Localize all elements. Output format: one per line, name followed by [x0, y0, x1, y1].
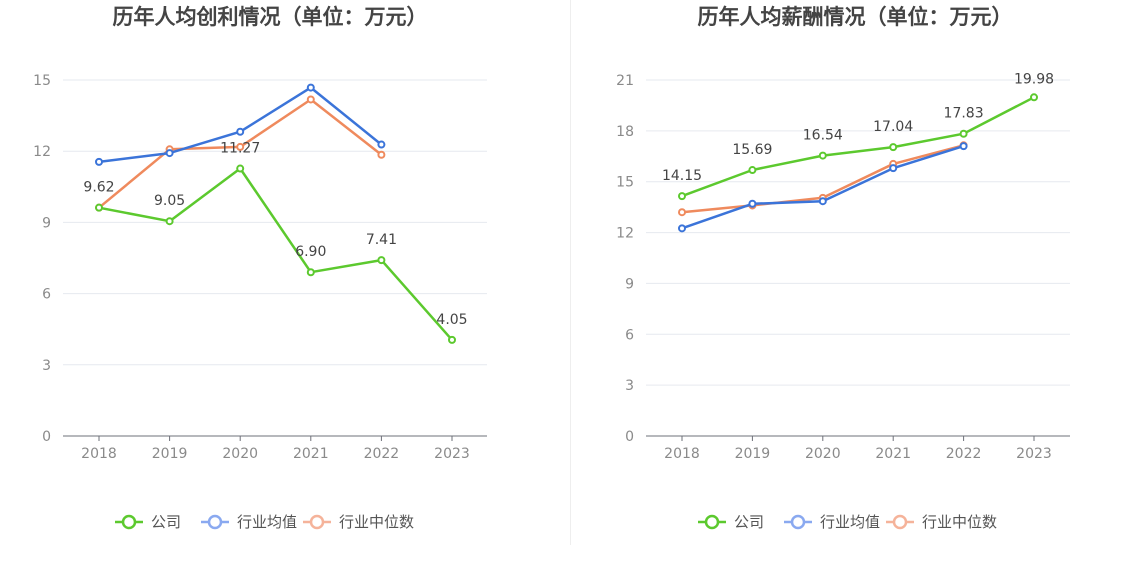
data-point: [889, 164, 898, 173]
data-point: [377, 150, 386, 159]
data-point: [377, 140, 386, 149]
legend-swatch-marker: [790, 514, 806, 530]
chart-panel-2: 历年人均薪酬情况（单位：万元） 0 3 6 9 12 15 18 21 2018 2019 2020 2…: [616, 5, 1070, 531]
legend-label: 行业均值: [237, 513, 297, 531]
y-tick-label: 0: [42, 429, 51, 445]
data-point: [236, 127, 245, 136]
data-point: [678, 224, 686, 233]
series-line: [681, 96, 1035, 198]
x-tick-label: 2023: [1016, 446, 1052, 462]
y-tick-label: 6: [42, 287, 51, 303]
data-label: 4.05: [436, 312, 467, 328]
panel-divider: [570, 0, 571, 545]
series-line: [98, 167, 453, 341]
data-point: [748, 199, 757, 208]
y-tick-label: 3: [625, 378, 634, 394]
chart-panel-1: 历年人均创利情况（单位：万元） 0 3 6 9 12 15 2018 2019 2020 2021 2…: [33, 5, 487, 531]
data-point: [377, 256, 386, 265]
data-point: [448, 335, 456, 344]
legend-label: 公司: [151, 513, 181, 531]
data-label: 16.54: [803, 128, 843, 144]
legend-item: 行业均值: [201, 513, 297, 531]
x-tick-label: 2020: [222, 446, 258, 462]
x-tick-label: 2021: [293, 446, 329, 462]
data-label: 9.62: [83, 180, 114, 196]
legend-label: 行业均值: [820, 513, 880, 531]
x-tick-label: 2022: [364, 446, 400, 462]
x-tick-label: 2018: [664, 446, 700, 462]
legend-item: 行业中位数: [886, 513, 997, 531]
legend-label: 行业中位数: [922, 513, 997, 531]
y-tick-label: 12: [33, 144, 51, 160]
data-point: [678, 208, 686, 217]
data-label: 9.05: [154, 193, 185, 209]
data-point: [678, 192, 686, 201]
legend: 公司 行业均值 行业中位数: [698, 513, 997, 531]
data-label: 17.04: [873, 119, 913, 135]
x-tick-label: 2021: [875, 446, 911, 462]
data-label: 19.98: [1014, 71, 1054, 87]
data-point: [95, 203, 103, 212]
x-tick-label: 2019: [735, 446, 771, 462]
y-tick-label: 6: [625, 327, 634, 343]
data-point: [306, 83, 315, 92]
y-tick-label: 15: [616, 175, 634, 191]
data-point: [818, 151, 827, 160]
series-1: [678, 93, 1038, 201]
legend-swatch-marker: [207, 514, 223, 530]
data-point: [236, 142, 245, 151]
chart-title: 历年人均创利情况（单位：万元）: [113, 5, 428, 29]
legend-swatch-marker: [121, 514, 137, 530]
data-point: [818, 197, 827, 206]
legend-item: 公司: [115, 513, 181, 531]
series-2: [678, 142, 968, 233]
series-1: [95, 164, 456, 344]
data-label: 15.69: [732, 142, 772, 158]
chart-title: 历年人均薪酬情况（单位：万元）: [698, 5, 1013, 29]
data-point: [959, 129, 968, 138]
x-tick-label: 2018: [81, 446, 117, 462]
x-tick-label: 2019: [152, 446, 188, 462]
data-point: [236, 164, 245, 173]
data-label: 11.27: [220, 141, 260, 157]
y-tick-label: 12: [616, 226, 634, 242]
data-point: [306, 268, 315, 277]
legend-item: 行业均值: [784, 513, 880, 531]
data-label: 17.83: [944, 106, 984, 122]
data-point: [165, 149, 174, 158]
legend-swatch-marker: [704, 514, 720, 530]
data-point: [165, 217, 174, 226]
data-label: 14.15: [662, 168, 702, 184]
legend-swatch-marker: [892, 514, 908, 530]
legend-item: 行业中位数: [303, 513, 414, 531]
data-point: [1030, 93, 1038, 102]
data-label: 6.90: [295, 244, 326, 260]
y-tick-label: 15: [33, 73, 51, 89]
y-tick-label: 21: [616, 73, 634, 89]
data-label: 7.41: [366, 232, 397, 248]
y-tick-label: 18: [616, 124, 634, 140]
legend-swatch-marker: [309, 514, 325, 530]
x-tick-label: 2023: [434, 446, 470, 462]
legend: 公司 行业均值 行业中位数: [115, 513, 414, 531]
y-tick-label: 3: [42, 358, 51, 374]
legend-item: 公司: [698, 513, 764, 531]
y-tick-label: 0: [625, 429, 634, 445]
legend-label: 行业中位数: [339, 513, 414, 531]
y-tick-label: 9: [42, 215, 51, 231]
x-tick-label: 2020: [805, 446, 841, 462]
y-tick-label: 9: [625, 276, 634, 292]
legend-label: 公司: [734, 513, 764, 531]
series-2: [95, 83, 386, 166]
data-point: [306, 95, 315, 104]
x-tick-label: 2022: [946, 446, 982, 462]
data-point: [748, 166, 757, 175]
data-point: [95, 157, 103, 166]
data-point: [959, 142, 968, 151]
data-point: [889, 143, 898, 152]
